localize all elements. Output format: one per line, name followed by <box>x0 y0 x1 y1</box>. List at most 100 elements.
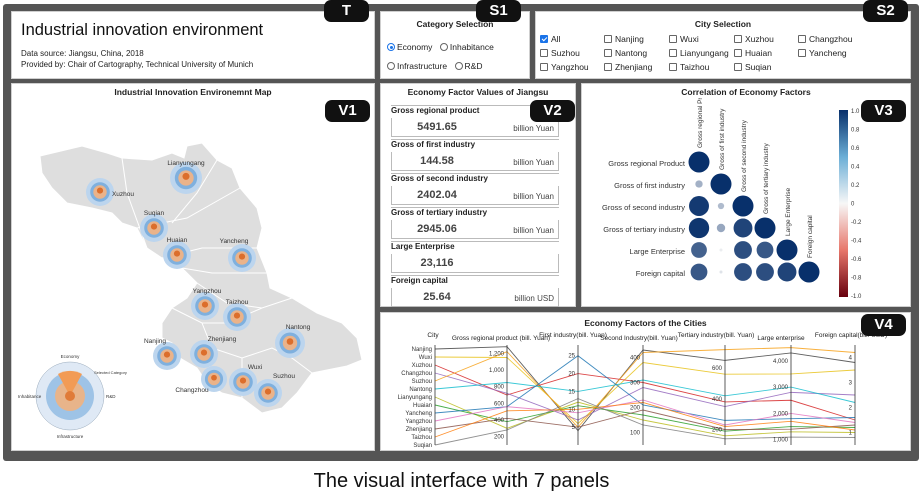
axis-tick: 200 <box>630 406 641 412</box>
city-checkbox-nanjing[interactable]: Nanjing <box>604 34 644 44</box>
city-glyph-huaian[interactable] <box>163 241 191 269</box>
corr-cell[interactable] <box>719 270 723 274</box>
checkbox-label: Taizhou <box>680 62 710 72</box>
radio-dot[interactable] <box>454 62 463 70</box>
corr-cell[interactable] <box>690 263 708 281</box>
corr-cell[interactable] <box>719 248 723 252</box>
axis-tick: 1,000 <box>773 438 789 444</box>
city-glyph-zhenjiang[interactable] <box>190 340 218 368</box>
checkbox[interactable] <box>669 35 677 43</box>
checkbox[interactable] <box>798 49 806 57</box>
city-glyph-lianyungang[interactable] <box>170 162 202 194</box>
corr-col-label: Gross of tertiary industry <box>763 142 770 214</box>
axis-tick: 400 <box>630 356 641 362</box>
checkbox[interactable] <box>798 35 806 43</box>
colorbar <box>839 110 848 297</box>
checkbox[interactable] <box>734 35 742 43</box>
city-glyph-changzhou[interactable] <box>201 366 227 392</box>
corr-col-label: Large Enterprise <box>785 188 792 236</box>
corr-cell[interactable] <box>688 217 710 239</box>
corr-cell[interactable] <box>732 195 754 217</box>
city-checkbox-zhenjiang[interactable]: Zhenjiang <box>604 62 652 72</box>
radio-rd[interactable]: R&D <box>454 61 482 71</box>
axis-label: Tertiary industry(bill. Yuan) <box>678 332 754 339</box>
city-glyph-nanjing[interactable] <box>153 342 181 370</box>
colorbar-tick: 0.8 <box>851 128 860 134</box>
city-glyph-nantong[interactable] <box>275 328 305 358</box>
city-glyph-xuzhou[interactable] <box>86 178 114 206</box>
checkbox[interactable] <box>604 35 612 43</box>
city-selection-title: City Selection <box>694 19 752 29</box>
checkbox[interactable] <box>540 35 548 43</box>
city-checkbox-suzhou[interactable]: Suzhou <box>540 48 580 58</box>
city-checkbox-nantong[interactable]: Nantong <box>604 48 647 58</box>
checkbox[interactable] <box>734 63 742 71</box>
city-glyph-suqian[interactable] <box>140 214 168 242</box>
city-checkbox-yancheng[interactable]: Yancheng <box>798 48 847 58</box>
legend-infrastructure-label: Infrastructure <box>57 434 84 439</box>
city-checkbox-suqian[interactable]: Suqian <box>734 62 771 72</box>
corr-cell[interactable] <box>734 241 752 259</box>
city-checkbox-all[interactable]: All <box>540 34 560 44</box>
parallel-coordinates-chart[interactable]: City Nanjing Wuxi Xuzhou Changzhou Suzhou Nant… <box>381 327 912 451</box>
city-glyph-suzhou[interactable] <box>254 379 282 407</box>
radio-dot[interactable] <box>387 62 395 70</box>
corr-cell[interactable] <box>734 263 752 281</box>
city-checkbox-changzhou[interactable]: Changzhou <box>798 34 852 44</box>
axis-tick: 1,000 <box>489 368 505 374</box>
colorbar-tick: 0.4 <box>851 165 860 171</box>
city-glyph-yancheng[interactable] <box>228 244 256 272</box>
city-glyph-wuxi[interactable] <box>229 368 257 396</box>
checkbox[interactable] <box>669 63 677 71</box>
corr-cell[interactable] <box>756 241 774 259</box>
glyph-economy <box>201 301 209 308</box>
corr-cell[interactable] <box>716 223 726 233</box>
corr-cell[interactable] <box>777 262 797 282</box>
city-checkbox-yangzhou[interactable]: Yangzhou <box>540 62 589 72</box>
city-labels: Lianyungang Xuzhou Suqian Huaian Yancheng Yan… <box>112 160 311 394</box>
checkbox[interactable] <box>540 49 548 57</box>
corr-cell[interactable] <box>695 180 703 188</box>
checkbox-label: Wuxi <box>680 34 699 44</box>
badge-s1: S1 <box>476 0 521 22</box>
city-glyph-taizhou[interactable] <box>223 303 251 331</box>
corr-cell[interactable] <box>756 263 774 281</box>
radio-infrastructure[interactable]: Infrastructure <box>387 61 447 71</box>
corr-cell[interactable] <box>776 239 798 261</box>
checkbox[interactable] <box>540 63 548 71</box>
glyph-economy <box>239 377 247 384</box>
glyph-economy <box>233 312 241 319</box>
jiangsu-map[interactable]: Lianyungang Xuzhou Suqian Huaian Yancheng Yan… <box>12 98 376 450</box>
axis-tick: 10 <box>568 407 575 413</box>
map-title: Industrial Innovation Environemnt Map <box>114 87 272 97</box>
checkbox[interactable] <box>604 63 612 71</box>
corr-cell[interactable] <box>710 173 732 195</box>
city-glyph-yangzhou[interactable] <box>191 292 219 320</box>
city-checkbox-lianyungang[interactable]: Lianyungang <box>669 48 729 58</box>
factor-unit: billion Yuan <box>513 158 554 167</box>
corr-cell[interactable] <box>688 151 710 173</box>
factor-unit: billion Yuan <box>513 124 554 133</box>
axis-label: Foreign capital(bill. USD) <box>815 332 887 339</box>
radio-inhabitance[interactable]: Inhabitance <box>439 42 494 52</box>
radio-dot[interactable] <box>439 43 448 51</box>
checkbox[interactable] <box>604 49 612 57</box>
radio-dot[interactable] <box>387 43 395 51</box>
city-checkbox-huaian[interactable]: Huaian <box>734 48 772 58</box>
corr-cell[interactable] <box>717 202 725 210</box>
checkbox[interactable] <box>669 49 677 57</box>
corr-col-label: Foreign capital <box>807 215 814 258</box>
city-checkbox-taizhou[interactable]: Taizhou <box>669 62 709 72</box>
radio-economy[interactable]: Economy <box>387 42 432 52</box>
corr-cell[interactable] <box>754 217 776 239</box>
corr-cell[interactable] <box>691 242 707 258</box>
corr-cell[interactable] <box>689 196 709 216</box>
corr-cell[interactable] <box>733 218 753 238</box>
city-checkbox-xuzhou[interactable]: Xuzhou <box>734 34 774 44</box>
axis-tick: 25 <box>568 354 575 360</box>
checkbox[interactable] <box>734 49 742 57</box>
correlation-matrix[interactable]: Gross regional Product Gross regional Pro… <box>582 98 912 308</box>
corr-cell[interactable] <box>798 261 820 283</box>
city-checkbox-wuxi[interactable]: Wuxi <box>669 34 699 44</box>
legend-center <box>65 391 75 401</box>
